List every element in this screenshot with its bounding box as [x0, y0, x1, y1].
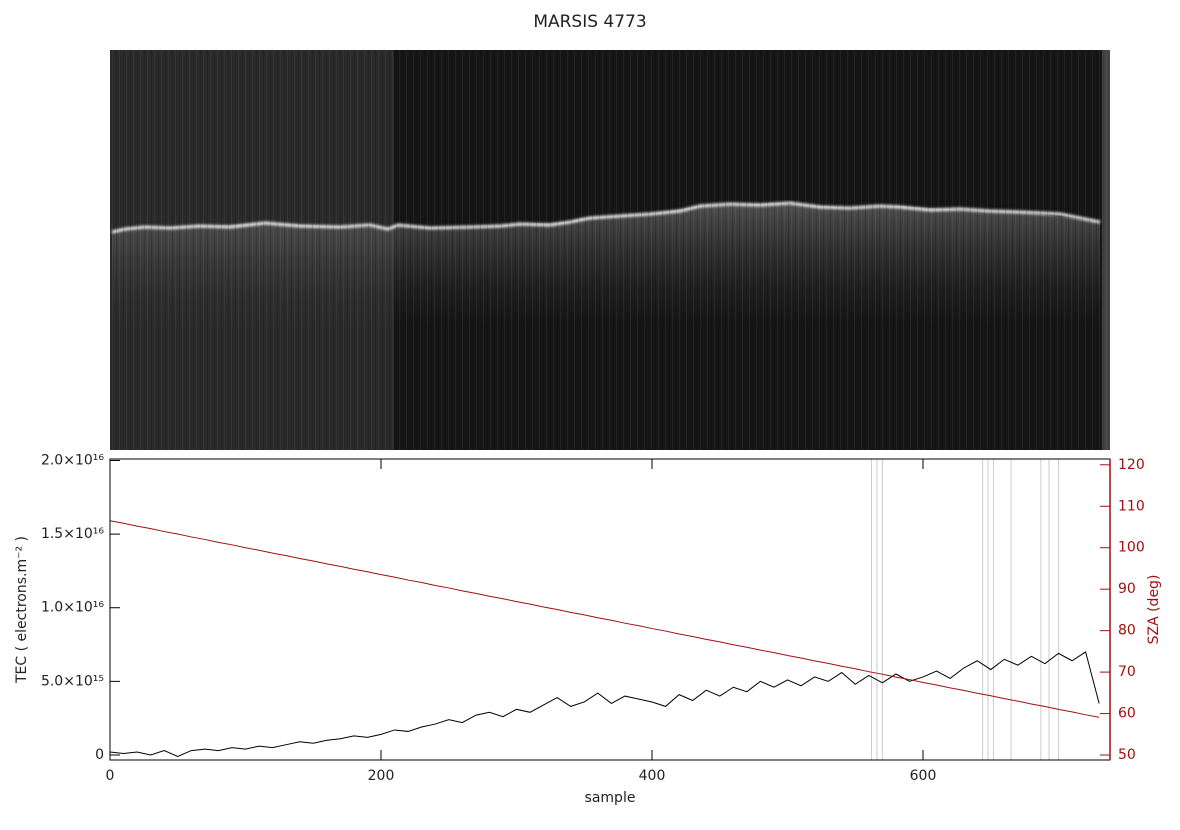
- x-tick-label: 200: [368, 768, 395, 784]
- radargram-streaks: [110, 50, 1110, 450]
- plot-frame: [109, 458, 1111, 761]
- y-tick-label: 5.0×10¹⁵: [41, 673, 104, 689]
- y2-tick-label: 50: [1118, 747, 1136, 763]
- data-line: [109, 520, 1100, 718]
- y-tick-label: 1.0×10¹⁶: [41, 600, 104, 616]
- y2-tick-label: 70: [1118, 664, 1136, 680]
- chart-title: MARSIS 4773: [533, 12, 646, 32]
- radargram: [110, 50, 1110, 450]
- x-tick-label: 0: [106, 768, 115, 784]
- y2-tick-label: 60: [1118, 706, 1136, 722]
- y-tick-label: 2.0×10¹⁶: [41, 452, 104, 468]
- y2-tick-label: 120: [1118, 457, 1145, 473]
- y2-tick-label: 80: [1118, 623, 1136, 639]
- y-tick-label: 1.5×10¹⁶: [41, 526, 104, 542]
- y2-tick-label: 90: [1118, 581, 1136, 597]
- y2-tick-label: 100: [1118, 540, 1145, 556]
- x-tick-label: 600: [910, 768, 937, 784]
- y-tick-label: 0: [95, 747, 104, 763]
- x-axis-label: sample: [585, 790, 636, 806]
- y2-axis-label: SZA (deg): [1146, 575, 1162, 645]
- data-line: [109, 651, 1100, 758]
- y2-tick-label: 110: [1118, 498, 1145, 514]
- x-tick-label: 400: [639, 768, 666, 784]
- y-axis-label: TEC ( electrons.m⁻² ): [14, 536, 30, 684]
